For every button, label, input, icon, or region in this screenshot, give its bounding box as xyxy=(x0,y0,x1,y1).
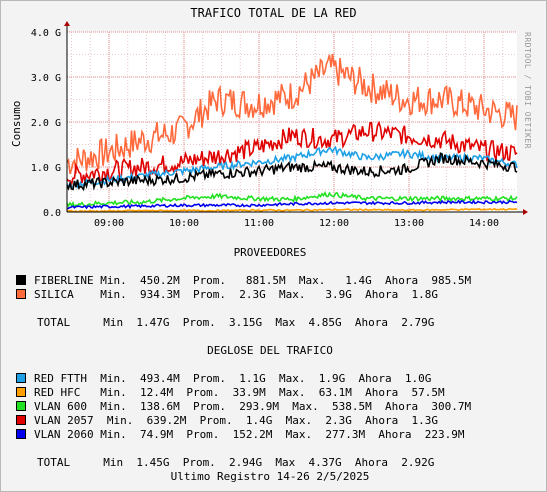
y-tick-label: 4.0 G xyxy=(31,28,61,39)
legend-row-red-ftth: RED FTTH Min. 493.4M Prom. 1.1G Max. 1.9… xyxy=(16,372,431,385)
series-line-red-hfc xyxy=(66,207,518,213)
y-tick-label: 0.0 xyxy=(43,208,61,219)
y-tick-label: 1.0 G xyxy=(31,163,61,174)
x-tick-label: 11:00 xyxy=(244,218,274,229)
legend-row-silica: SILICA Min. 934.3M Prom. 2.3G Max. 3.9G … xyxy=(16,288,438,301)
breakdown-title: DEGLOSE DEL TRAFICO xyxy=(207,344,333,357)
series-line-fiberline xyxy=(66,152,518,192)
x-tick-label: 12:00 xyxy=(319,218,349,229)
legend-row-red-hfc: RED HFC Min. 12.4M Prom. 33.9M Max. 63.1… xyxy=(16,386,445,399)
x-tick-label: 13:00 xyxy=(394,218,424,229)
x-tick-label: 14:00 xyxy=(469,218,499,229)
series-line-vlan-2057 xyxy=(66,120,518,188)
providers-total: TOTAL Min 1.47G Prom. 3.15G Max 4.85G Ah… xyxy=(37,316,435,329)
chart-svg: 0.0 1.0 G 2.0 G 3.0 G 4.0 G 09:00 10:00 11:00 12… xyxy=(31,21,528,229)
x-axis-arrow xyxy=(523,209,528,215)
swatch-vlan-2060 xyxy=(16,429,26,439)
legend-row-vlan-600: VLAN 600 Min. 138.6M Prom. 293.9M Max. 5… xyxy=(16,400,471,413)
swatch-silica xyxy=(16,289,26,299)
x-tick-label: 09:00 xyxy=(94,218,124,229)
swatch-red-hfc xyxy=(16,387,26,397)
y-axis-arrow xyxy=(64,21,70,26)
swatch-fiberline xyxy=(16,275,26,285)
swatch-vlan-600 xyxy=(16,401,26,411)
series-line-vlan-600 xyxy=(66,190,518,209)
legend-row-vlan-2057: VLAN 2057 Min. 639.2M Prom. 1.4G Max. 2.… xyxy=(16,414,438,427)
legend-row-vlan-2060: VLAN 2060 Min. 74.9M Prom. 152.2M Max. 2… xyxy=(16,428,464,441)
y-tick-label: 3.0 G xyxy=(31,73,61,84)
swatch-red-ftth xyxy=(16,373,26,383)
series-line-silica xyxy=(66,53,518,175)
series-line-vlan-2060 xyxy=(66,199,518,210)
footer-last-record: Ultimo Registro 14-26 2/5/2025 xyxy=(170,470,370,483)
y-tick-label: 2.0 G xyxy=(31,118,61,129)
chart-title: TRAFICO TOTAL DE LA RED xyxy=(190,6,357,20)
legend-row-fiberline: FIBERLINE Min. 450.2M Prom. 881.5M Max. … xyxy=(16,274,471,287)
swatch-vlan-2057 xyxy=(16,415,26,425)
providers-title: PROVEEDORES xyxy=(233,246,307,259)
x-tick-label: 10:00 xyxy=(169,218,199,229)
breakdown-total: TOTAL Min 1.45G Prom. 2.94G Max 4.37G Ah… xyxy=(37,456,435,469)
